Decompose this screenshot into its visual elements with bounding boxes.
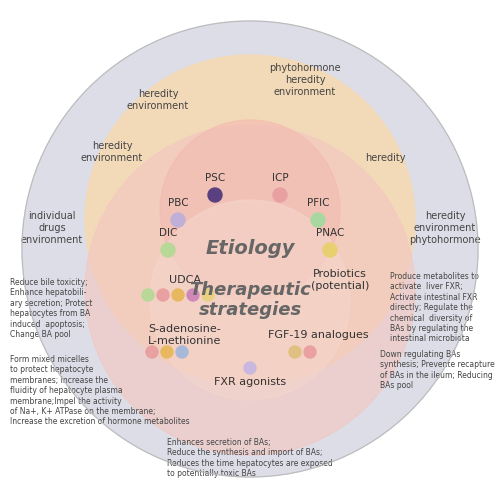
Text: ICP: ICP [272, 173, 288, 183]
Text: individual
drugs
environment: individual drugs environment [21, 211, 83, 245]
Text: Probiotics
(potential): Probiotics (potential) [311, 269, 369, 291]
Text: Therapeutic
strategies: Therapeutic strategies [189, 280, 311, 319]
Circle shape [289, 346, 301, 358]
Text: PSC: PSC [205, 173, 225, 183]
Text: Produce metabolites to
activate  liver FXR;
Activate intestinal FXR
directly; Re: Produce metabolites to activate liver FX… [390, 272, 479, 344]
Circle shape [202, 289, 214, 301]
Text: heredity
environment: heredity environment [127, 89, 189, 111]
Circle shape [244, 362, 256, 374]
Text: DIC: DIC [159, 228, 177, 238]
Circle shape [176, 346, 188, 358]
Text: Down regulating BAs
synthesis; Prevente recapture
of BAs in the ileum; Reducing
: Down regulating BAs synthesis; Prevente … [380, 350, 495, 390]
Circle shape [22, 21, 478, 477]
Circle shape [323, 243, 337, 257]
Text: Enhances secretion of BAs;
Reduce the synthesis and import of BAs;
Reduces the t: Enhances secretion of BAs; Reduce the sy… [167, 438, 333, 478]
Text: Reduce bile toxicity;
Enhance hepatobili-
ary secretion; Protect
hepatocytes fro: Reduce bile toxicity; Enhance hepatobili… [10, 278, 92, 339]
Text: PFIC: PFIC [307, 198, 329, 208]
Circle shape [85, 55, 415, 385]
Circle shape [172, 289, 184, 301]
Text: FXR agonists: FXR agonists [214, 377, 286, 387]
Circle shape [304, 346, 316, 358]
Circle shape [160, 120, 340, 300]
Circle shape [142, 289, 154, 301]
Circle shape [208, 188, 222, 202]
Circle shape [187, 289, 199, 301]
Text: heredity
environment
phytohormone: heredity environment phytohormone [409, 211, 481, 245]
Text: FGF-19 analogues: FGF-19 analogues [268, 330, 368, 340]
Text: S-adenosine-
L-methionine: S-adenosine- L-methionine [148, 324, 222, 346]
Circle shape [161, 243, 175, 257]
Text: Form mixed micelles
to protect hepatocyte
membranes; Increase the
fluidity of he: Form mixed micelles to protect hepatocyt… [10, 355, 190, 426]
Circle shape [150, 200, 350, 400]
Text: PNAC: PNAC [316, 228, 344, 238]
Circle shape [85, 125, 415, 455]
Circle shape [311, 213, 325, 227]
Text: heredity
environment: heredity environment [81, 141, 143, 163]
Circle shape [146, 346, 158, 358]
Circle shape [273, 188, 287, 202]
Text: phytohormone
heredity
environment: phytohormone heredity environment [269, 63, 341, 97]
Text: UDCA: UDCA [169, 275, 201, 285]
Text: PBC: PBC [168, 198, 188, 208]
Text: heredity: heredity [365, 153, 405, 163]
Circle shape [161, 346, 173, 358]
Text: Etiology: Etiology [206, 239, 295, 257]
Circle shape [171, 213, 185, 227]
Circle shape [157, 289, 169, 301]
